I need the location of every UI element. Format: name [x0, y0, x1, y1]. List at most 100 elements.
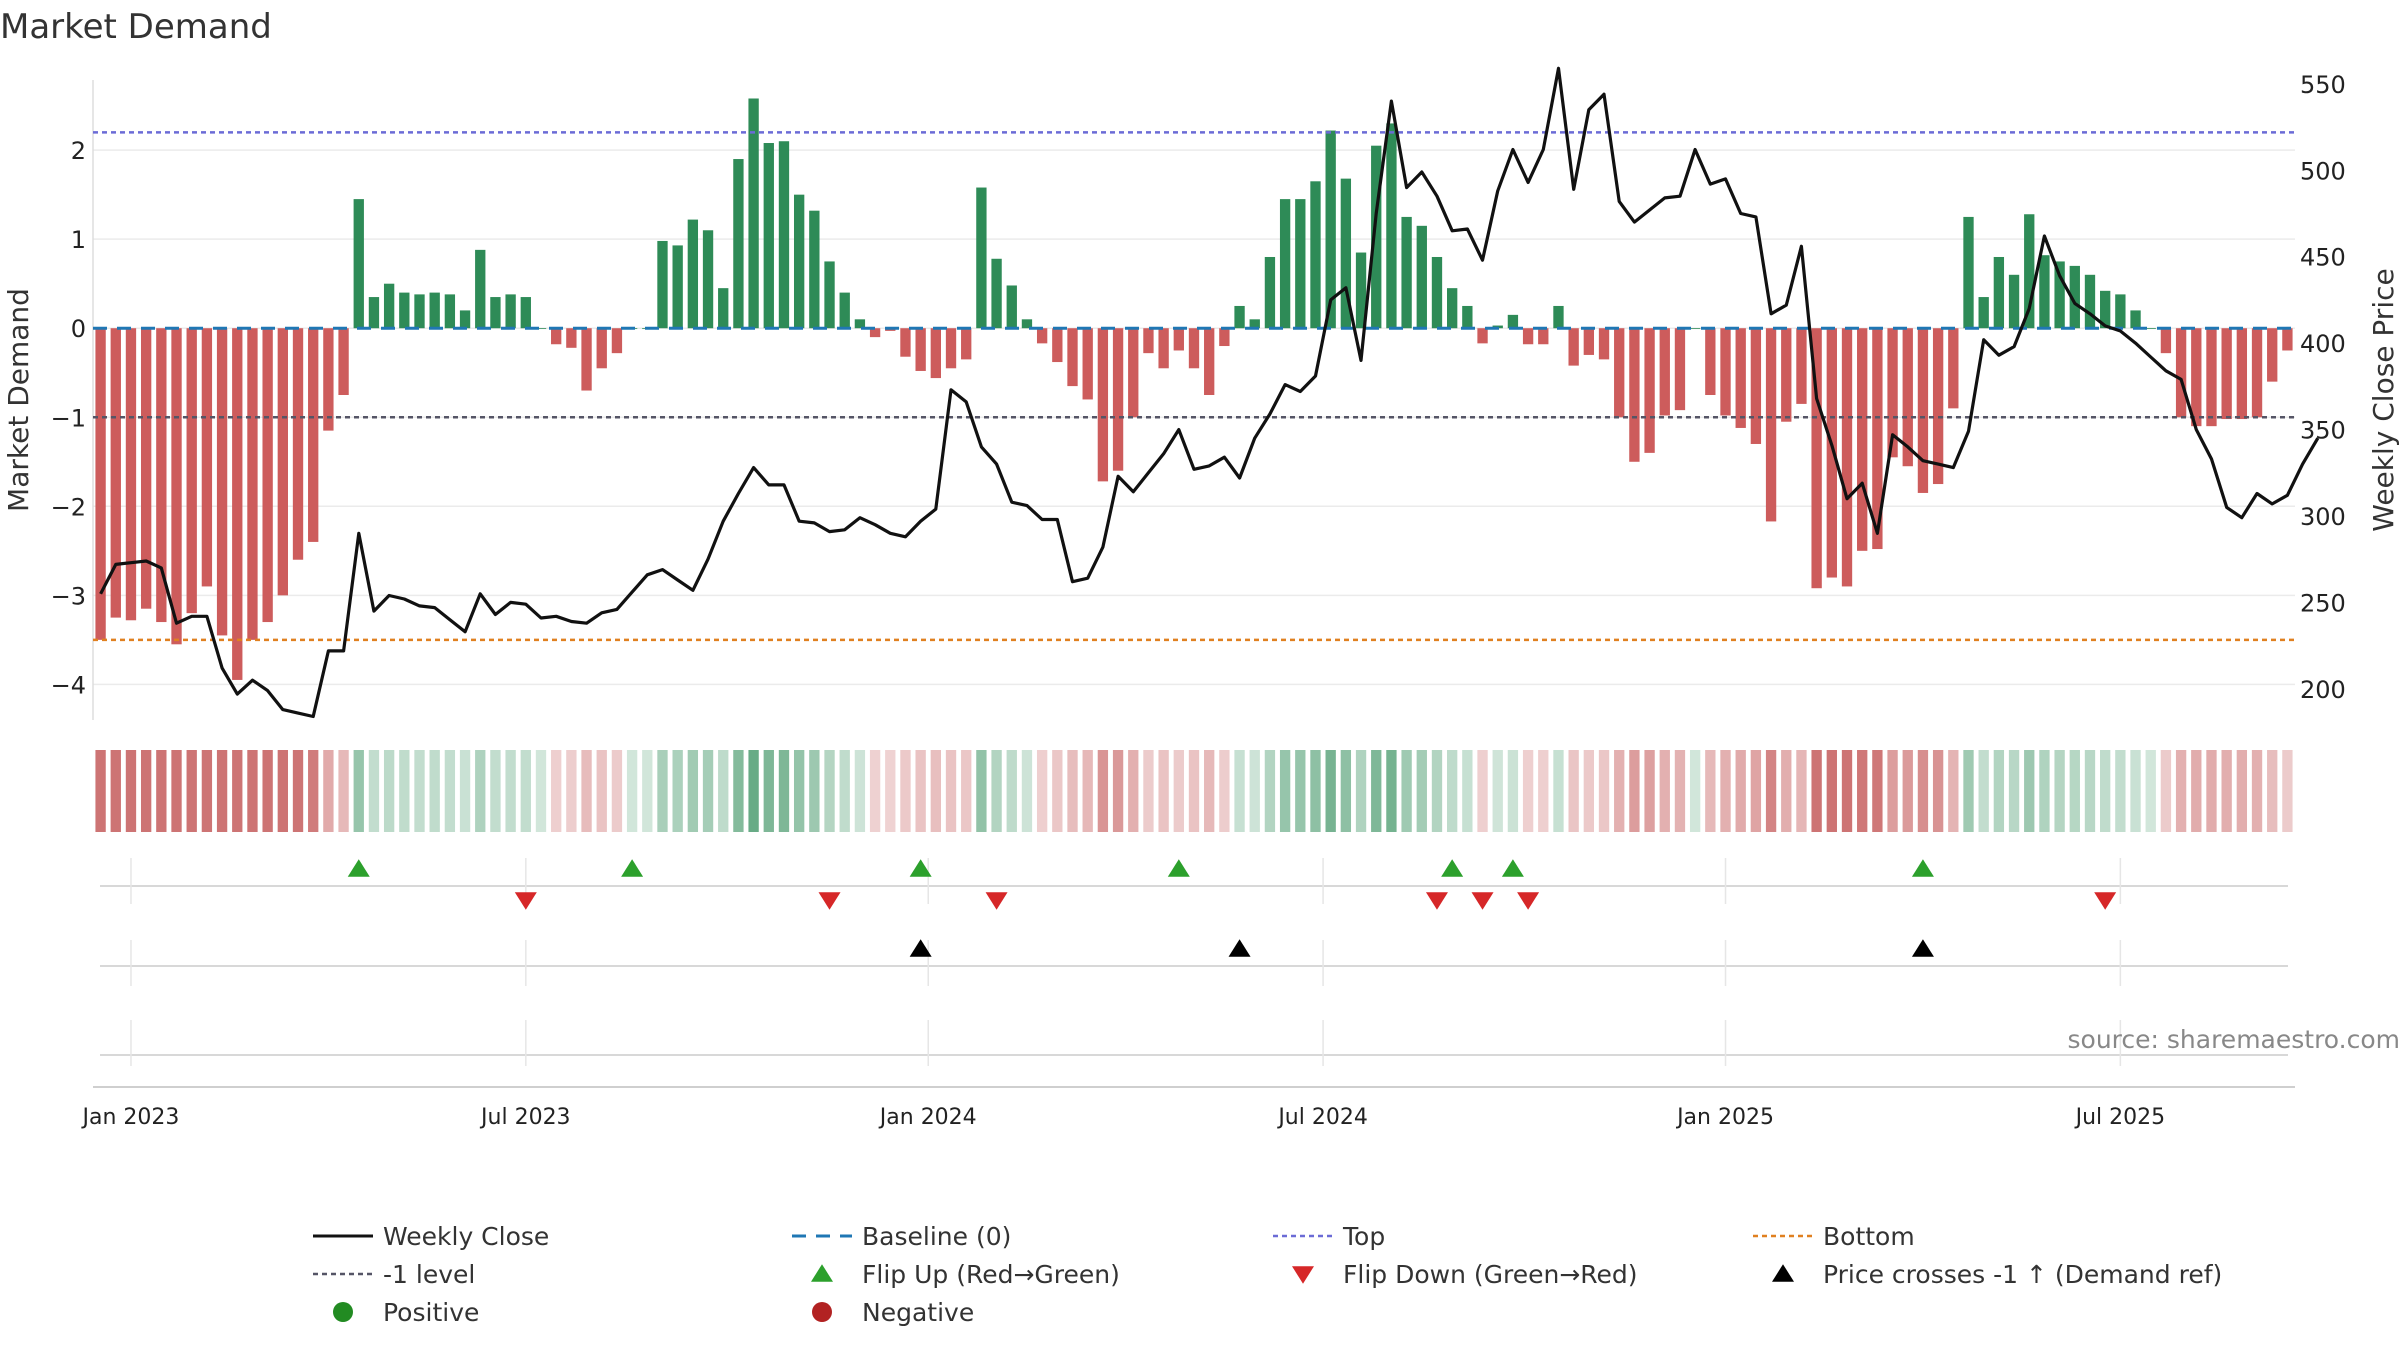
demand-bar — [976, 187, 987, 329]
strip-cell — [1932, 750, 1944, 832]
flip-up-marker — [1167, 859, 1190, 877]
y-tick-label: 0 — [71, 315, 86, 343]
strip-cell — [1325, 750, 1336, 832]
strip-cell — [991, 750, 1002, 832]
demand-bar — [444, 294, 456, 329]
demand-bar — [1705, 328, 1716, 395]
strip-cell — [1689, 750, 1701, 832]
strip-cell — [1249, 750, 1260, 832]
demand-bar — [247, 328, 258, 640]
flip-down-marker — [818, 892, 841, 910]
strip-cell — [581, 750, 592, 832]
flip-down-marker — [1425, 892, 1448, 910]
strip-cell — [551, 750, 562, 832]
strip-cell — [186, 750, 197, 832]
strip-cell — [399, 750, 410, 832]
demand-bar — [1750, 328, 1762, 444]
strip-cell — [1629, 750, 1640, 832]
flip-up-marker — [621, 859, 644, 877]
demand-bar — [824, 261, 835, 329]
strip-cell — [733, 750, 744, 832]
strip-cell — [475, 750, 486, 832]
demand-bar — [1689, 328, 1701, 330]
demand-bar — [2175, 328, 2187, 418]
strip-cell — [1902, 750, 1913, 832]
demand-bar — [2100, 290, 2111, 329]
demand-bar — [1659, 328, 1670, 416]
strip-cell — [1340, 750, 1352, 832]
demand-bar — [399, 292, 410, 329]
strip-cell — [2084, 750, 2096, 832]
demand-bar — [1112, 328, 1124, 471]
strip-cell — [1052, 750, 1063, 832]
flip-down-marker — [2094, 892, 2117, 910]
y2-tick-label: 500 — [2300, 157, 2346, 185]
strip-cell — [824, 750, 835, 832]
y-axis-label: Market Demand — [2, 288, 35, 512]
flip-up-marker — [909, 859, 932, 877]
demand-bar — [2024, 214, 2035, 329]
demand-bar — [2084, 274, 2096, 329]
strip-cell — [292, 750, 304, 832]
strip-cell — [885, 750, 896, 832]
demand-bar — [1781, 328, 1792, 422]
y2-ticks: 550 500 450 400 350 300 250 200 — [2300, 71, 2346, 704]
strip-cell — [1583, 750, 1595, 832]
strip-cell — [1401, 750, 1412, 832]
strip-cell — [1735, 750, 1746, 832]
demand-bar — [308, 328, 319, 542]
demand-bar — [687, 219, 699, 329]
strip-cell — [1750, 750, 1762, 832]
demand-bar — [1416, 225, 1427, 329]
demand-bars — [95, 98, 2293, 680]
strip-cell — [110, 750, 121, 832]
strip-cell — [1112, 750, 1124, 832]
strip-cell — [793, 750, 805, 832]
strip-cell — [1598, 750, 1610, 832]
strip-cell — [1917, 750, 1929, 832]
demand-bar — [1978, 297, 1989, 329]
strip-cell — [596, 750, 607, 832]
strip-cell — [1948, 750, 1959, 832]
strip-cell — [839, 750, 850, 832]
strip-cell — [1462, 750, 1473, 832]
strip-cell — [1386, 750, 1397, 832]
strip-cell — [1204, 750, 1215, 832]
strip-cell — [232, 750, 243, 832]
demand-bar — [991, 258, 1002, 329]
strip-cell — [1538, 750, 1549, 832]
strip-cell — [2115, 750, 2126, 832]
strip-cell — [566, 750, 577, 832]
strip-cell — [1963, 750, 1974, 832]
demand-bar — [1097, 328, 1109, 482]
y-tick-label: −4 — [51, 671, 86, 699]
strip-cell — [642, 750, 653, 832]
strip-cell — [1355, 750, 1367, 832]
strip-cell — [2191, 750, 2202, 832]
demand-bar — [1583, 328, 1595, 355]
demand-bar — [839, 292, 850, 329]
strip-cell — [338, 750, 349, 832]
demand-bar — [2130, 310, 2141, 329]
legend-key-positive — [333, 1302, 353, 1322]
flip-up-marker — [1911, 859, 1934, 877]
demand-bar — [1279, 199, 1291, 329]
strip-cell — [353, 750, 364, 832]
strip-cell — [672, 750, 683, 832]
demand-bar — [1674, 328, 1686, 411]
strip-cell — [1036, 750, 1048, 832]
strip-cell — [1826, 750, 1837, 832]
legend-label: Top — [1342, 1222, 1385, 1251]
y2-tick-label: 400 — [2300, 330, 2346, 358]
strip-cell — [1887, 750, 1898, 832]
strip-cell — [1158, 750, 1169, 832]
demand-bar — [1872, 328, 1883, 550]
demand-bar — [1629, 328, 1640, 462]
strip-cell — [1659, 750, 1670, 832]
strip-cell — [2206, 750, 2217, 832]
demand-bar — [1553, 305, 1564, 329]
demand-bar — [110, 328, 121, 618]
demand-bar — [809, 210, 820, 329]
strip-cell — [1310, 750, 1321, 832]
